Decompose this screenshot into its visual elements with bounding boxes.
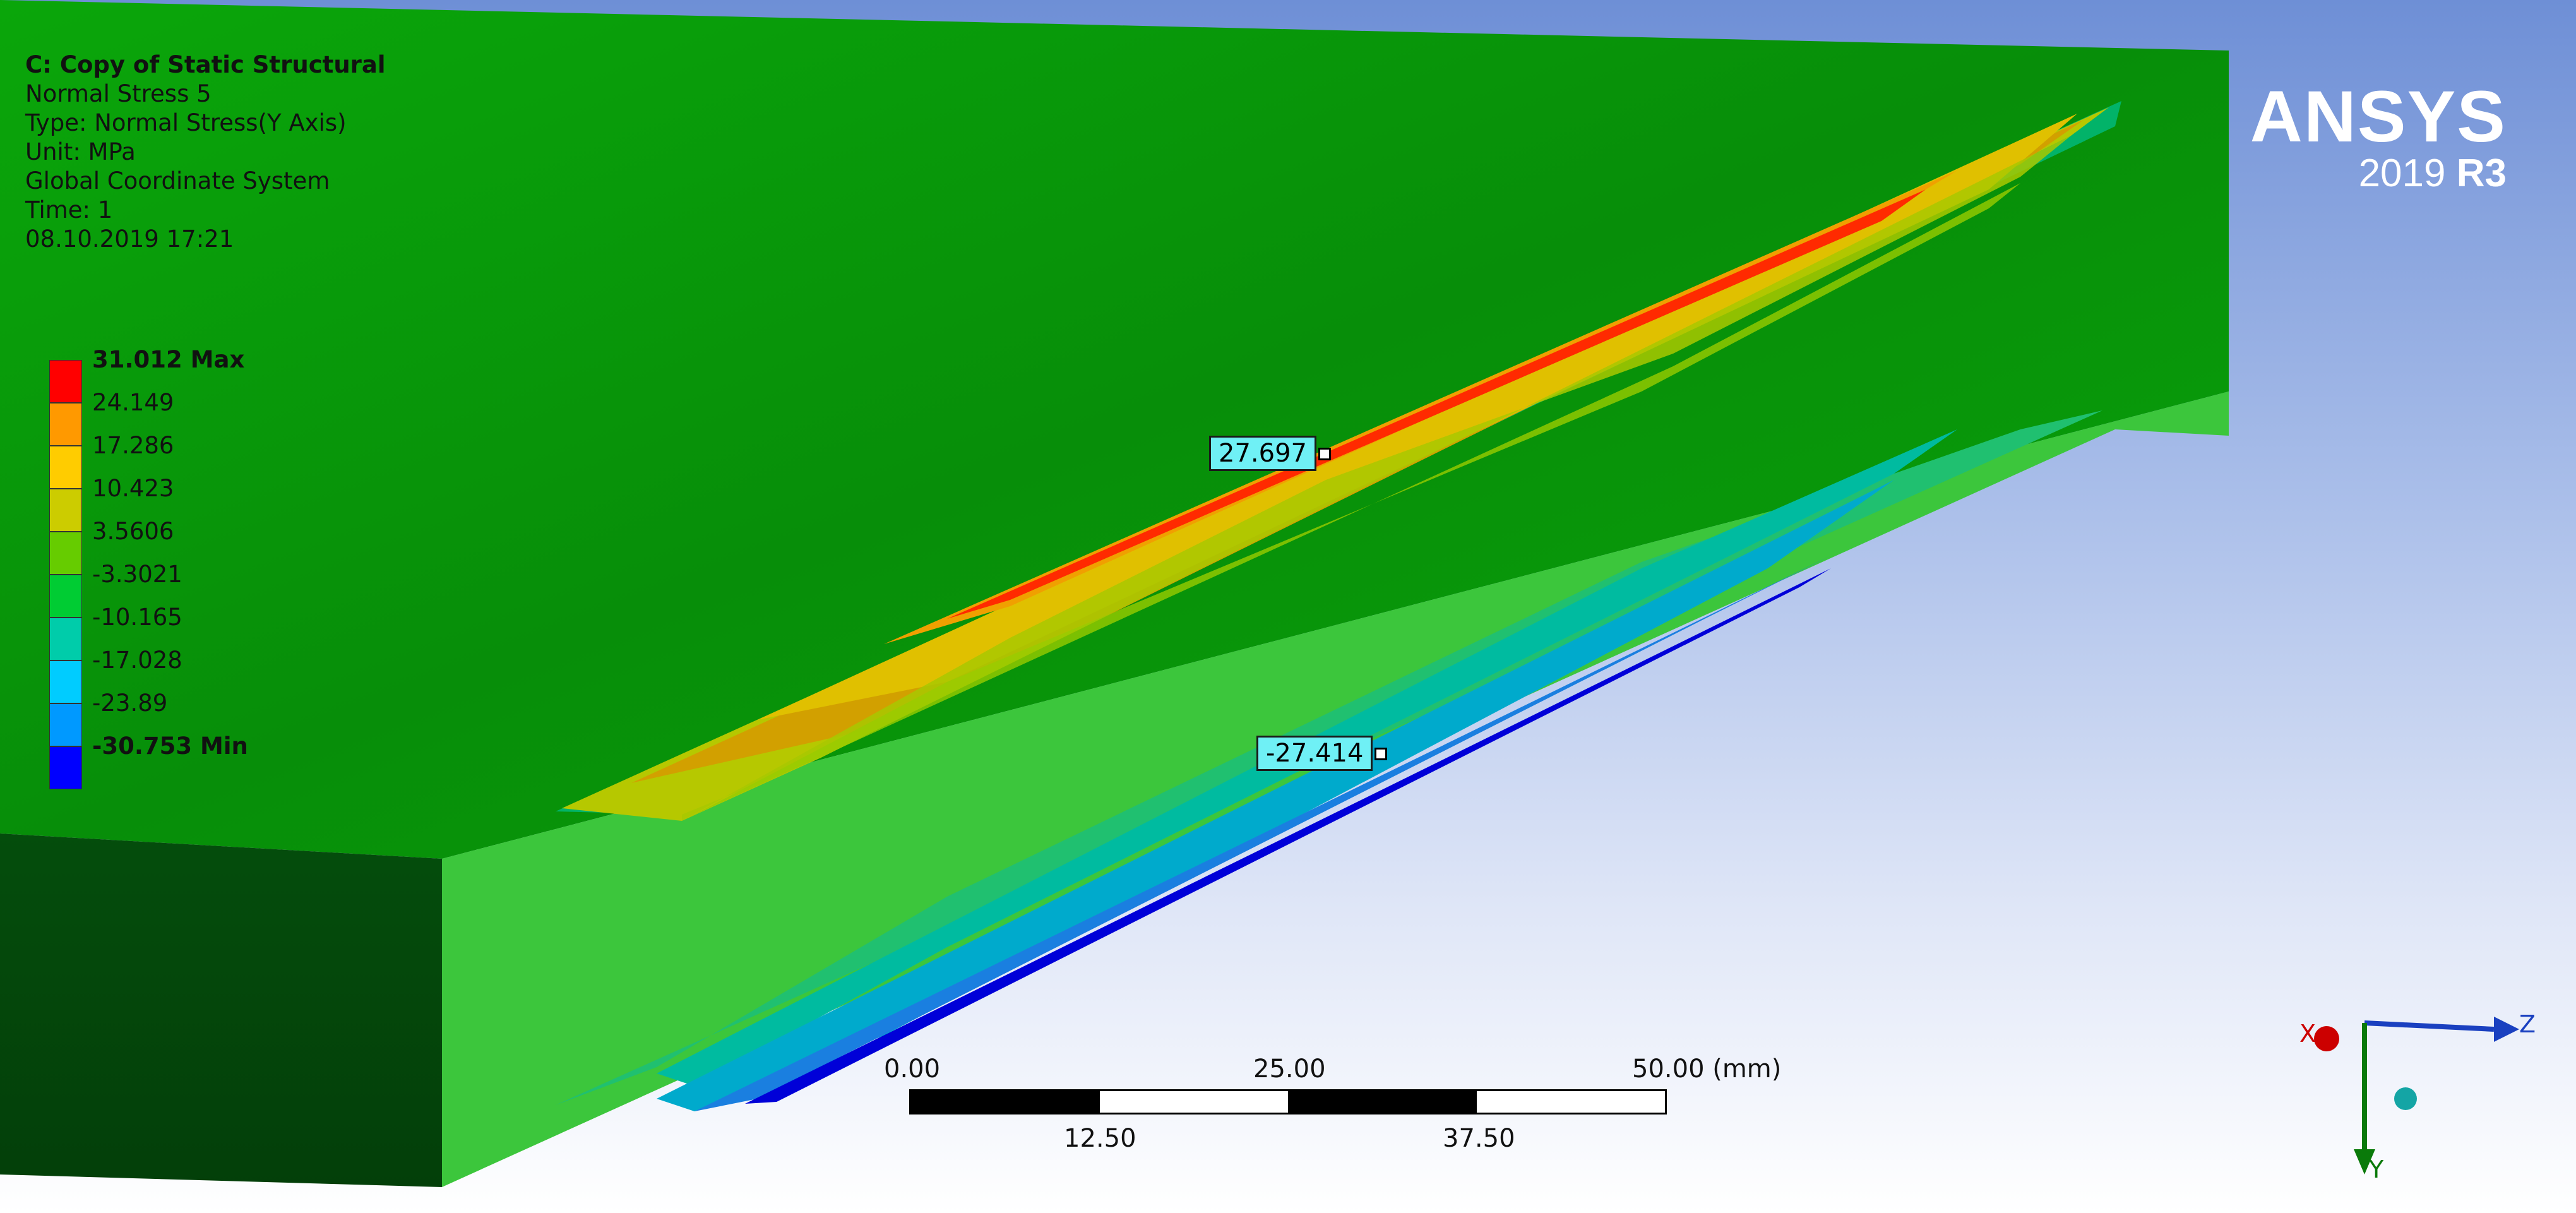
result-type: Type: Normal Stress(Y Axis) <box>25 109 347 136</box>
result-name: Normal Stress 5 <box>25 80 212 107</box>
scale-label-0: 0.00 <box>884 1055 941 1084</box>
legend-label: -30.753 Min <box>92 732 248 760</box>
legend-label: 24.149 <box>92 389 174 416</box>
triad-y-label: Y <box>2369 1156 2384 1183</box>
legend-swatch <box>49 746 82 789</box>
legend-swatch <box>49 575 82 618</box>
min-probe-label[interactable]: -27.414 <box>1256 736 1388 771</box>
axis-triad <box>2314 1017 2519 1174</box>
legend-swatch <box>49 360 82 403</box>
legend-swatch <box>49 446 82 489</box>
result-time: Time: 1 <box>25 196 113 224</box>
plate-top-face[interactable] <box>0 0 2229 859</box>
result-timestamp: 08.10.2019 17:21 <box>25 225 234 253</box>
legend-swatch <box>49 403 82 446</box>
legend-swatch <box>49 489 82 532</box>
max-probe-label[interactable]: 27.697 <box>1209 436 1331 471</box>
legend-label: -17.028 <box>92 647 182 674</box>
logo-version: 2019 R3 <box>2358 152 2507 195</box>
legend-swatch <box>49 618 82 660</box>
plate-side-face[interactable] <box>442 391 2229 1187</box>
scale-label-50: 50.00 (mm) <box>1632 1055 1782 1084</box>
result-info: C: Copy of Static Structural Normal Stre… <box>25 51 386 254</box>
result-unit: Unit: MPa <box>25 138 136 165</box>
triad-x-label: X <box>2299 1020 2317 1048</box>
scale-label-37-5: 37.50 <box>1443 1124 1515 1153</box>
plate-end-face[interactable] <box>0 834 442 1187</box>
legend-swatch <box>49 532 82 575</box>
analysis-title: C: Copy of Static Structural <box>25 51 386 78</box>
coordinate-system: Global Coordinate System <box>25 167 330 194</box>
ansys-logo: ANSYS 2019 R3 <box>2250 76 2507 196</box>
scale-label-12-5: 12.50 <box>1064 1124 1136 1153</box>
legend-label: 17.286 <box>92 432 174 459</box>
triad-z-label: Z <box>2519 1010 2536 1038</box>
legend-label: 3.5606 <box>92 518 174 545</box>
legend-swatch <box>49 660 82 703</box>
legend-label: 31.012 Max <box>92 346 245 373</box>
logo-name: ANSYS <box>2250 76 2507 157</box>
legend-label: -10.165 <box>92 604 182 631</box>
tension-contours <box>556 101 2121 821</box>
legend-label: 10.423 <box>92 475 174 502</box>
scale-label-25: 25.00 <box>1253 1055 1326 1084</box>
legend-label: -3.3021 <box>92 561 182 588</box>
scale-bar <box>909 1089 1667 1114</box>
legend-label: -23.89 <box>92 690 168 717</box>
legend-swatch <box>49 703 82 746</box>
